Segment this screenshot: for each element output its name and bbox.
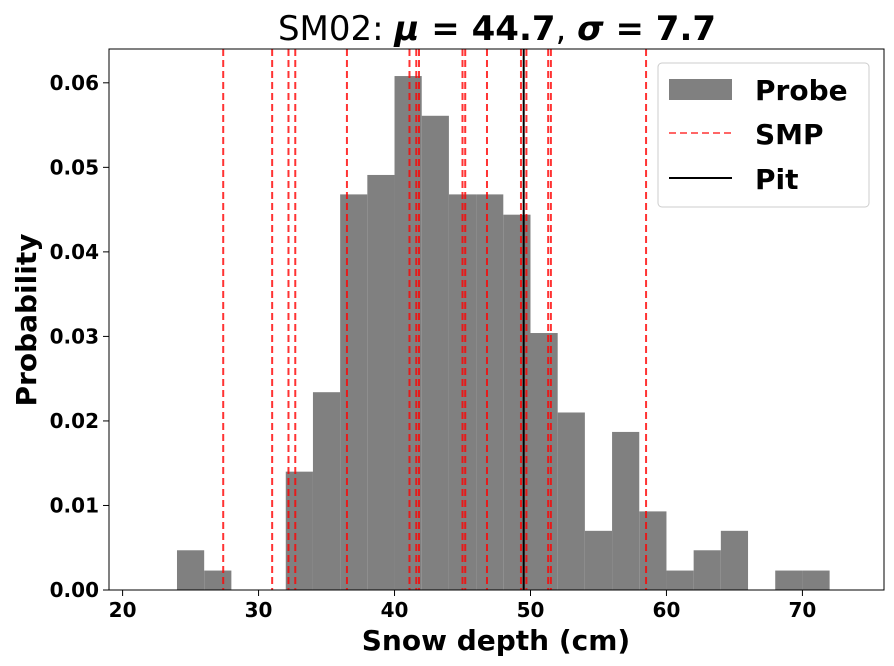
title-sigma-value: 7.7 bbox=[656, 9, 716, 49]
title-sigma-eq: = bbox=[604, 9, 656, 49]
y-tick-label: 0.04 bbox=[50, 240, 99, 264]
x-tick-label: 50 bbox=[517, 598, 545, 622]
probe-bar bbox=[775, 570, 803, 590]
x-tick-label: 30 bbox=[245, 598, 273, 622]
probe-bar bbox=[666, 570, 694, 590]
probe-bar bbox=[176, 550, 205, 590]
probe-bar bbox=[639, 511, 667, 590]
legend-pit-label: Pit bbox=[755, 163, 799, 196]
legend-probe-swatch bbox=[669, 79, 732, 100]
probe-bar bbox=[476, 194, 504, 591]
y-tick-label: 0.00 bbox=[50, 578, 99, 602]
y-axis-label: Probability bbox=[10, 234, 43, 407]
probe-bar bbox=[285, 471, 313, 590]
title-prefix: SM02: bbox=[278, 9, 394, 49]
y-tick-label: 0.03 bbox=[50, 324, 99, 348]
probe-bar bbox=[802, 570, 830, 590]
plot-frame bbox=[108, 48, 885, 591]
smp-lines bbox=[222, 49, 648, 590]
x-tick-label: 60 bbox=[653, 598, 681, 622]
y-tick-label: 0.01 bbox=[50, 493, 99, 517]
probe-bar bbox=[557, 412, 585, 590]
probe-bar bbox=[693, 550, 721, 590]
probe-bar bbox=[367, 174, 395, 590]
x-axis-label: Snow depth (cm) bbox=[362, 624, 630, 657]
legend-smp-label: SMP bbox=[755, 118, 824, 151]
probe-bar bbox=[312, 392, 341, 590]
y-tick-label: 0.06 bbox=[50, 71, 99, 95]
probe-bar bbox=[720, 530, 749, 590]
probe-bar bbox=[204, 570, 232, 590]
probe-bar bbox=[612, 431, 640, 590]
y-axis-ticks: 0.00 0.01 0.02 0.03 0.04 0.05 0.06 bbox=[50, 71, 109, 602]
title-mu-eq: = bbox=[419, 9, 471, 49]
legend: Probe SMP Pit bbox=[657, 62, 870, 208]
probe-bar bbox=[394, 76, 422, 591]
legend-probe-label: Probe bbox=[755, 74, 848, 107]
probe-bar bbox=[340, 194, 368, 591]
probe-bar bbox=[530, 333, 558, 590]
x-tick-label: 40 bbox=[381, 598, 409, 622]
x-tick-label: 20 bbox=[109, 598, 137, 622]
title-sigma-symbol: σ bbox=[577, 9, 604, 49]
title-mu-value: 44.7 bbox=[472, 9, 556, 49]
y-tick-label: 0.02 bbox=[50, 409, 99, 433]
probe-bar bbox=[421, 115, 449, 590]
title-mu-symbol: μ bbox=[393, 9, 419, 49]
chart-title: SM02: μ = 44.7, σ = 7.7 bbox=[278, 9, 716, 49]
probe-bar bbox=[584, 530, 613, 590]
title-separator: , bbox=[556, 9, 578, 49]
x-tick-label: 70 bbox=[788, 598, 816, 622]
x-axis-ticks: 20 30 40 50 60 70 bbox=[109, 590, 816, 622]
y-tick-label: 0.05 bbox=[50, 155, 99, 179]
